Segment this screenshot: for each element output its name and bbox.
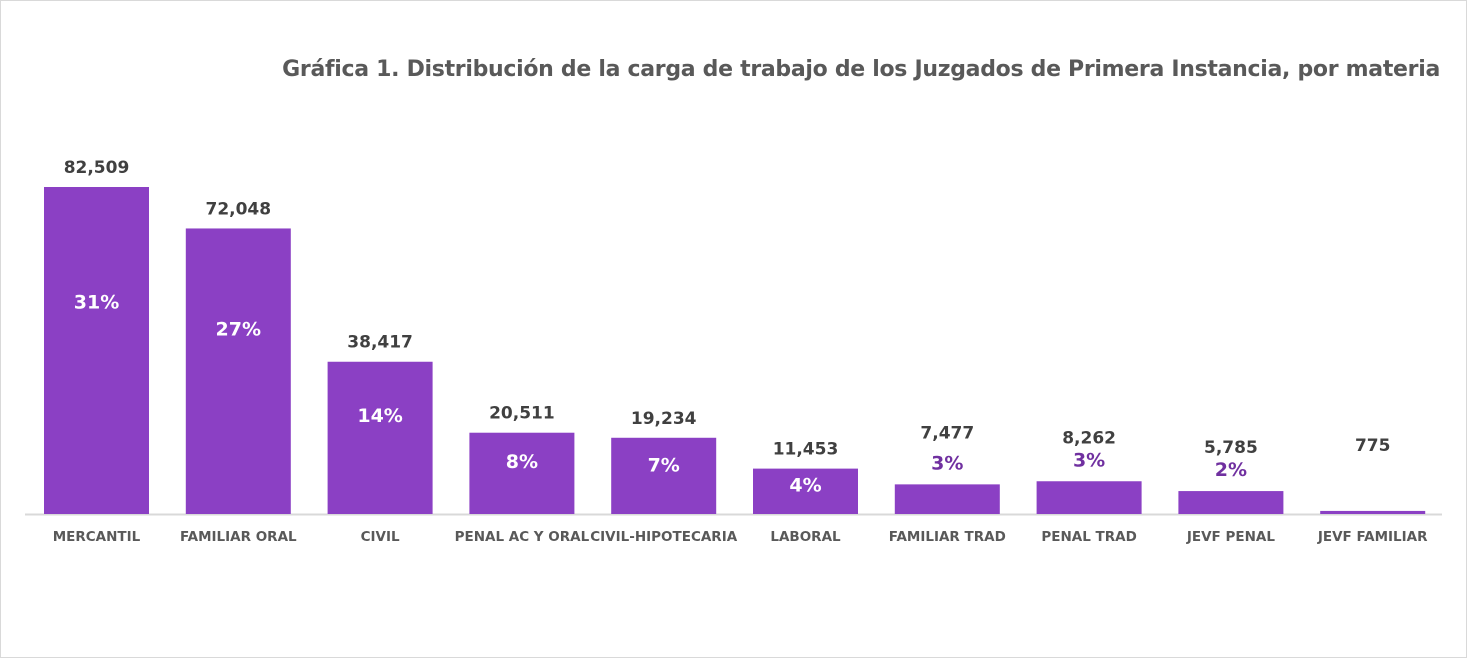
- category-label: FAMILIAR TRAD: [889, 529, 1006, 545]
- value-label: 20,511: [489, 404, 555, 424]
- bar-jevf-penal: [1178, 491, 1284, 514]
- category-label: LABORAL: [770, 529, 841, 545]
- percent-label: 4%: [789, 474, 821, 496]
- value-label: 11,453: [773, 440, 839, 460]
- category-label: CIVIL-HIPOTECARIA: [590, 529, 738, 545]
- bar-civil-hipotecaria: [611, 437, 717, 514]
- value-label: 19,234: [631, 409, 697, 429]
- category-label: CIVIL: [361, 529, 400, 545]
- value-label: 775: [1355, 436, 1391, 456]
- percent-label: 7%: [648, 454, 680, 476]
- bar-familiar-trad: [894, 484, 1000, 514]
- category-label: PENAL AC Y ORAL: [455, 529, 590, 545]
- value-label: 5,785: [1204, 438, 1258, 458]
- category-label: JEVF FAMILIAR: [1317, 529, 1428, 545]
- bar-civil: [327, 361, 433, 514]
- value-label: 72,048: [205, 199, 271, 219]
- bar-laboral: [753, 468, 858, 514]
- bar-jevf-familiar: [1320, 510, 1426, 514]
- percent-label: 14%: [357, 405, 402, 427]
- bar-familiar-oral: [185, 228, 291, 514]
- category-label: PENAL TRAD: [1041, 529, 1136, 545]
- category-label: FAMILIAR ORAL: [180, 529, 297, 545]
- category-label: JEVF PENAL: [1186, 529, 1275, 545]
- percent-label: 8%: [506, 451, 538, 473]
- percent-label: 27%: [216, 318, 261, 340]
- bar-penal-ac-y-oral: [469, 432, 575, 514]
- bar-mercantil: [44, 187, 149, 514]
- category-label: MERCANTIL: [53, 529, 141, 545]
- percent-label: 2%: [1215, 459, 1247, 481]
- chart-title: Gráfica 1. Distribución de la carga de t…: [282, 57, 1440, 82]
- value-label: 8,262: [1062, 428, 1116, 448]
- value-label: 38,417: [347, 333, 413, 353]
- bar-penal-trad: [1036, 481, 1142, 514]
- percent-label: 31%: [74, 291, 119, 313]
- value-label: 7,477: [920, 423, 974, 443]
- value-label: 82,509: [64, 158, 130, 178]
- percent-label: 3%: [1073, 449, 1105, 471]
- percent-label: 3%: [931, 452, 963, 474]
